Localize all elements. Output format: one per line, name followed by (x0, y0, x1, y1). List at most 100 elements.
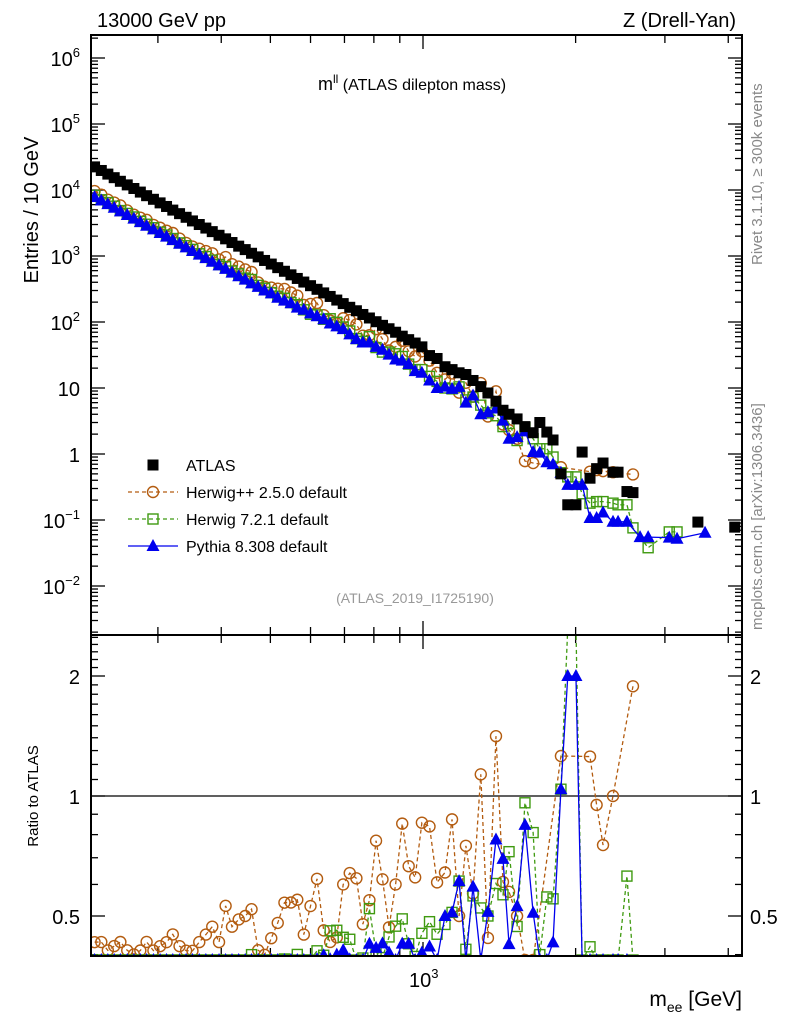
data-point-pythia (251, 279, 265, 292)
ratio-series-pythia (92, 669, 629, 956)
data-point-pythia (219, 261, 233, 274)
ratio-point-herwig7 (324, 925, 336, 937)
data-point-pythia (349, 332, 363, 345)
ratio-point-herwigpp (206, 920, 219, 933)
ratio-point-herwig7 (383, 931, 395, 943)
data-point-pythia (113, 204, 127, 217)
ratio-point-pythia (376, 936, 390, 949)
data-point-atlas (186, 215, 198, 227)
data-point-pythia (192, 247, 206, 260)
data-point-atlas (272, 262, 284, 274)
data-point-atlas (200, 222, 212, 234)
ratio-point-pythia (383, 945, 395, 956)
data-point-atlas (161, 200, 173, 212)
ratio-point-herwigpp (626, 680, 640, 693)
ratio-point-pythia (438, 909, 452, 921)
legend-item-herwigpp: Herwig++ 2.5.0 default (128, 485, 348, 502)
x-axis-label-main: m (649, 988, 667, 1011)
y-tick-label: 106 (51, 45, 80, 71)
ratio-point-herwigpp (350, 872, 363, 885)
y-tick-label: 102 (51, 309, 80, 335)
data-point-atlas (95, 164, 107, 176)
data-point-atlas (147, 193, 159, 205)
ratio-panel-frame (90, 634, 743, 957)
data-point-pythia (382, 347, 396, 360)
data-point-pythia (670, 531, 684, 544)
y-tick-label-exponent: 2 (73, 309, 80, 324)
data-point-atlas (350, 305, 362, 317)
ratio-point-pythia (510, 899, 524, 912)
data-point-atlas (534, 417, 546, 429)
y-tick-label: 103 (51, 243, 80, 269)
ratio-point-herwig7 (584, 941, 596, 953)
data-point-pythia (510, 430, 524, 443)
legend-label-atlas: ATLAS (186, 458, 236, 475)
legend-marker-atlas (147, 459, 159, 471)
data-point-pythia (245, 276, 259, 289)
data-point-pythia (452, 379, 466, 392)
data-point-pythia (101, 197, 115, 210)
data-point-atlas (180, 211, 192, 223)
ratio-point-pythia (479, 953, 483, 956)
ratio-point-herwigpp (317, 924, 330, 937)
y-tick-label-exponent: 4 (73, 177, 80, 192)
y-tick-label-exponent: 3 (73, 243, 80, 258)
data-point-herwig7 (584, 497, 596, 509)
ratio-point-herwig7 (541, 891, 553, 903)
data-point-pythia (481, 405, 495, 418)
data-point-atlas (377, 319, 389, 331)
ratio-point-herwig7 (396, 913, 408, 925)
data-point-herwigpp (350, 318, 363, 331)
data-point-pythia (264, 286, 278, 299)
x-tick-label-base: 10 (409, 970, 431, 992)
ratio-point-herwigpp (186, 944, 199, 956)
ratio-point-pythia (402, 936, 416, 949)
data-point-pythia (179, 240, 193, 253)
y-tick-label-exponent: 5 (73, 111, 80, 126)
data-point-pythia (590, 511, 604, 524)
data-point-atlas (475, 381, 487, 393)
plot-title-sup: ll (333, 72, 338, 86)
data-point-atlas (490, 395, 502, 407)
ratio-point-herwigpp (225, 920, 239, 933)
legend-marker-pythia (146, 539, 160, 551)
data-point-atlas (562, 499, 574, 511)
ratio-point-herwigpp (147, 944, 160, 956)
y-tick-label-base: 10 (51, 247, 73, 269)
ratio-point-herwigpp (402, 859, 415, 873)
ratio-panel-data (91, 635, 640, 956)
data-point-atlas (363, 312, 375, 324)
data-point-atlas (324, 290, 336, 302)
data-point-herwig7 (642, 542, 654, 554)
data-point-pythia (205, 254, 219, 267)
ratio-point-pythia (569, 669, 583, 681)
header-right: Z (Drell-Yan) (623, 10, 736, 32)
data-point-atlas (692, 516, 704, 528)
data-point-atlas (467, 374, 479, 386)
ratio-point-pythia (319, 948, 328, 956)
y-tick-label-exponent: −2 (65, 573, 80, 588)
data-point-pythia (459, 395, 473, 408)
ratio-point-herwigpp (596, 838, 610, 852)
legend-label-pythia: Pythia 8.308 default (186, 539, 328, 556)
y-tick-label: 10−1 (43, 507, 80, 533)
data-point-atlas (174, 208, 186, 220)
data-point-pythia (107, 200, 121, 213)
data-point-pythia (133, 215, 147, 228)
header-left: 13000 GeV pp (97, 10, 226, 32)
data-point-atlas (390, 326, 402, 338)
data-point-atlas (627, 487, 639, 499)
ratio-line-pythia (321, 675, 583, 956)
ratio-point-herwigpp (232, 913, 245, 926)
analysis-id: (ATLAS_2019_I1725190) (336, 590, 494, 606)
data-point-pythia (575, 477, 589, 490)
ratio-point-pythia (435, 953, 439, 956)
x-tick-label: 103 (409, 966, 438, 992)
data-point-atlas (167, 204, 179, 216)
data-point-pythia (662, 530, 676, 543)
ratio-point-herwigpp (337, 878, 350, 891)
data-point-pythia (166, 233, 180, 246)
data-point-pythia (146, 222, 160, 235)
ratio-point-herwigpp (459, 839, 473, 853)
ratio-point-herwigpp (474, 768, 487, 781)
